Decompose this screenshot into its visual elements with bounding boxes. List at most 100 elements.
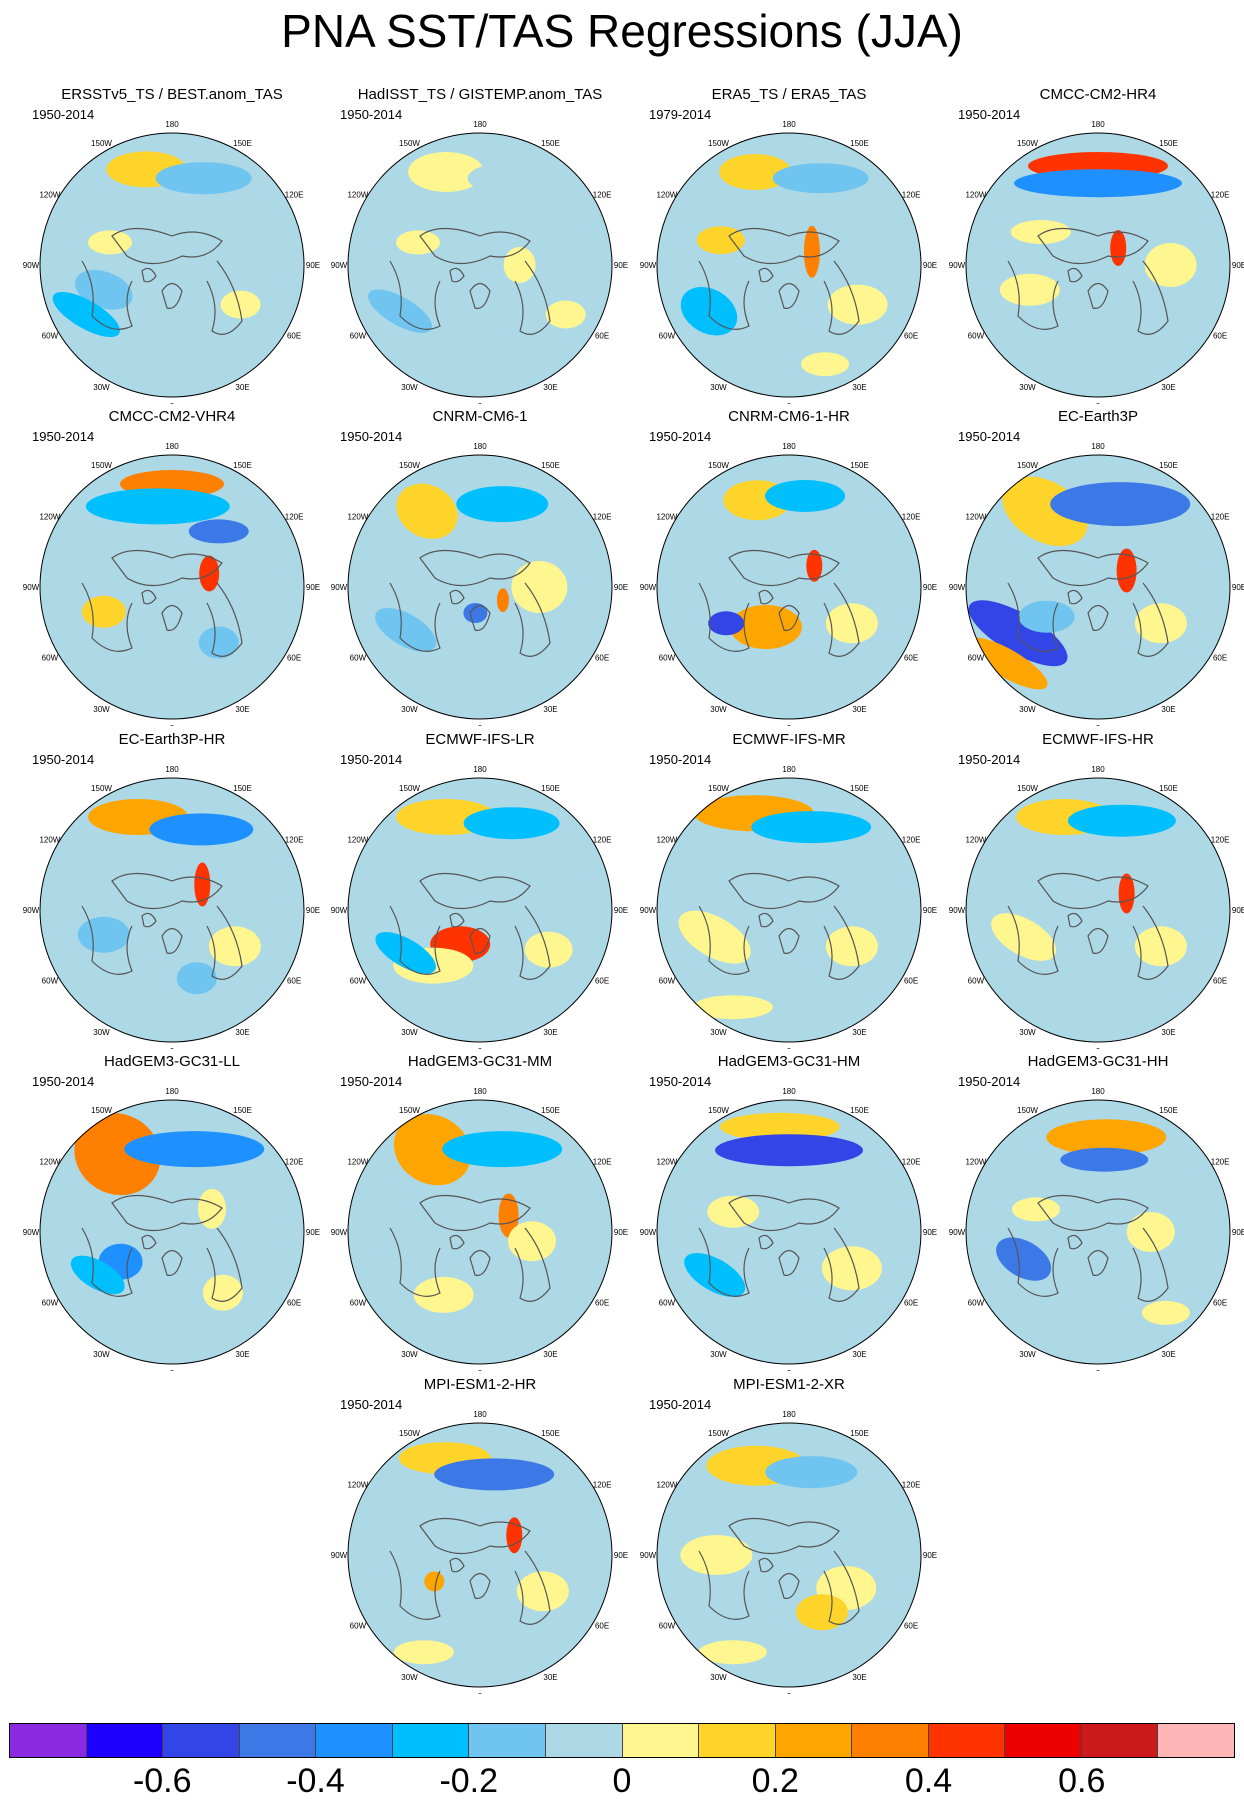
map-panel: ECMWF-IFS-MR 1950-2014 180 150E 120E 90E 60E 30…: [639, 731, 939, 1049]
longitude-label: 150E: [1159, 784, 1178, 793]
anomaly-region: [680, 1535, 753, 1575]
anomaly-region: [368, 289, 432, 333]
panel-period: 1950-2014: [340, 752, 403, 767]
panel-period: 1950-2014: [32, 752, 95, 767]
coastline: [449, 1557, 465, 1573]
longitude-label: 30E: [1161, 705, 1175, 714]
longitude-label: 90E: [614, 1551, 628, 1560]
longitude-label: 0: [787, 402, 792, 404]
coastline: [758, 1234, 774, 1250]
anomaly-region: [85, 488, 230, 525]
colorbar-box: [699, 1724, 776, 1757]
panel-period: 1950-2014: [32, 1074, 95, 1089]
longitude-label: 150E: [1159, 139, 1178, 148]
longitude-label: 0: [170, 1369, 175, 1371]
longitude-label: 60W: [350, 1622, 367, 1631]
anomaly-region: [698, 1640, 767, 1665]
longitude-label: 120W: [39, 191, 60, 200]
anomaly-region: [463, 603, 488, 623]
panel-period: 1950-2014: [649, 752, 712, 767]
map-background: [657, 455, 921, 719]
longitude-label: 90E: [614, 261, 628, 270]
panel-title: CMCC-CM2-HR4: [1039, 86, 1157, 103]
polar-map: 180 150E 120E 90E 60E 30E 0 30W 60W 90W 120W 150W: [331, 1410, 628, 1694]
polar-map: 180 150E 120E 90E 60E 30E 0 30W 60W 90W 120W 150W: [331, 1087, 628, 1371]
longitude-label: 120E: [902, 1481, 921, 1490]
coastline: [81, 260, 133, 330]
longitude-label: 90W: [331, 1551, 348, 1560]
map-background: [966, 1100, 1230, 1364]
panel-period: 1950-2014: [340, 1074, 403, 1089]
longitude-label: 90E: [614, 583, 628, 592]
longitude-label: 150W: [1017, 139, 1038, 148]
longitude-label: 30W: [401, 1350, 418, 1359]
polar-map: 180 150E 120E 90E 60E 30E 0 30W 60W 90W 120W 150W: [640, 1087, 937, 1371]
panel-period: 1979-2014: [649, 107, 712, 122]
longitude-label: 30E: [543, 705, 557, 714]
map-panel: HadGEM3-GC31-HM 1950-2014 180 150E 120E 90E 60…: [639, 1053, 939, 1371]
coastline: [161, 604, 183, 631]
coastline: [449, 589, 465, 605]
colorbar-box: [1005, 1724, 1082, 1757]
colorbar-box: [469, 1724, 546, 1757]
anomaly-region: [684, 1252, 746, 1297]
longitude-label: 120E: [593, 1481, 612, 1490]
coastline: [449, 267, 465, 283]
map-panel: CNRM-CM6-1-HR 1950-2014 180 150E 120E 90E 60E 3…: [639, 408, 939, 726]
longitude-label: 180: [782, 120, 796, 129]
longitude-label: 60E: [287, 654, 301, 663]
coastline: [1007, 582, 1059, 652]
panel-title: CNRM-CM6-1-HR: [728, 408, 850, 425]
anomaly-region: [155, 162, 252, 195]
colorbar-labels: -0.6 -0.4 -0.2 0 0.2 0.4 0.6: [0, 1762, 1244, 1802]
anomaly-region: [81, 595, 126, 628]
coastline: [514, 905, 551, 980]
map-border: [656, 1099, 922, 1365]
map-border: [347, 1099, 613, 1365]
longitude-label: 60E: [595, 654, 609, 663]
map-background: [966, 133, 1230, 397]
anomaly-region: [806, 549, 823, 582]
panel-period: 1950-2014: [958, 429, 1021, 444]
anomaly-region: [149, 813, 254, 846]
longitude-label: 150E: [541, 139, 560, 148]
longitude-label: 60W: [42, 977, 59, 986]
longitude-label: 90E: [306, 583, 320, 592]
anomaly-region: [715, 1134, 863, 1167]
longitude-label: 180: [473, 120, 487, 129]
longitude-label: 150W: [708, 784, 729, 793]
map-panel: CNRM-CM6-1 1950-2014 180 150E 120E 90E 60E 30E 0…: [330, 408, 630, 726]
colorbar-label: 0: [612, 1762, 632, 1800]
longitude-label: 120W: [656, 1481, 677, 1490]
coastline: [698, 260, 750, 330]
longitude-label: 120W: [347, 513, 368, 522]
longitude-label: 90E: [923, 1228, 937, 1237]
panel-title: HadGEM3-GC31-HM: [717, 1053, 861, 1070]
anomaly-region: [508, 1221, 556, 1262]
coastline: [823, 1227, 860, 1302]
longitude-label: 60E: [1213, 332, 1227, 341]
coastline: [141, 589, 157, 605]
anomaly-region: [1126, 1212, 1175, 1252]
anomaly-region: [434, 1458, 555, 1491]
longitude-label: 90E: [923, 261, 937, 270]
longitude-label: 180: [165, 1087, 179, 1096]
longitude-label: 180: [782, 1410, 796, 1419]
anomaly-region: [825, 603, 878, 644]
longitude-label: 150E: [850, 1106, 869, 1115]
polar-map: 180 150E 120E 90E 60E 30E 0 30W 60W 90W 120W 150W: [331, 765, 628, 1049]
longitude-label: 60E: [904, 977, 918, 986]
anomaly-region: [719, 154, 792, 190]
anomaly-region: [1110, 230, 1127, 266]
anomaly-region: [803, 225, 820, 278]
longitude-label: 30W: [710, 1028, 727, 1037]
longitude-label: 120E: [902, 513, 921, 522]
map-background: [657, 778, 921, 1042]
coastline: [778, 604, 800, 631]
anomaly-region: [1116, 548, 1137, 593]
map-panel: HadGEM3-GC31-LL 1950-2014 180 150E 120E 90E 60…: [22, 1053, 322, 1371]
longitude-label: 90E: [1232, 906, 1244, 915]
longitude-label: 120W: [39, 513, 60, 522]
longitude-label: 0: [478, 402, 483, 404]
coastline: [1007, 260, 1059, 330]
